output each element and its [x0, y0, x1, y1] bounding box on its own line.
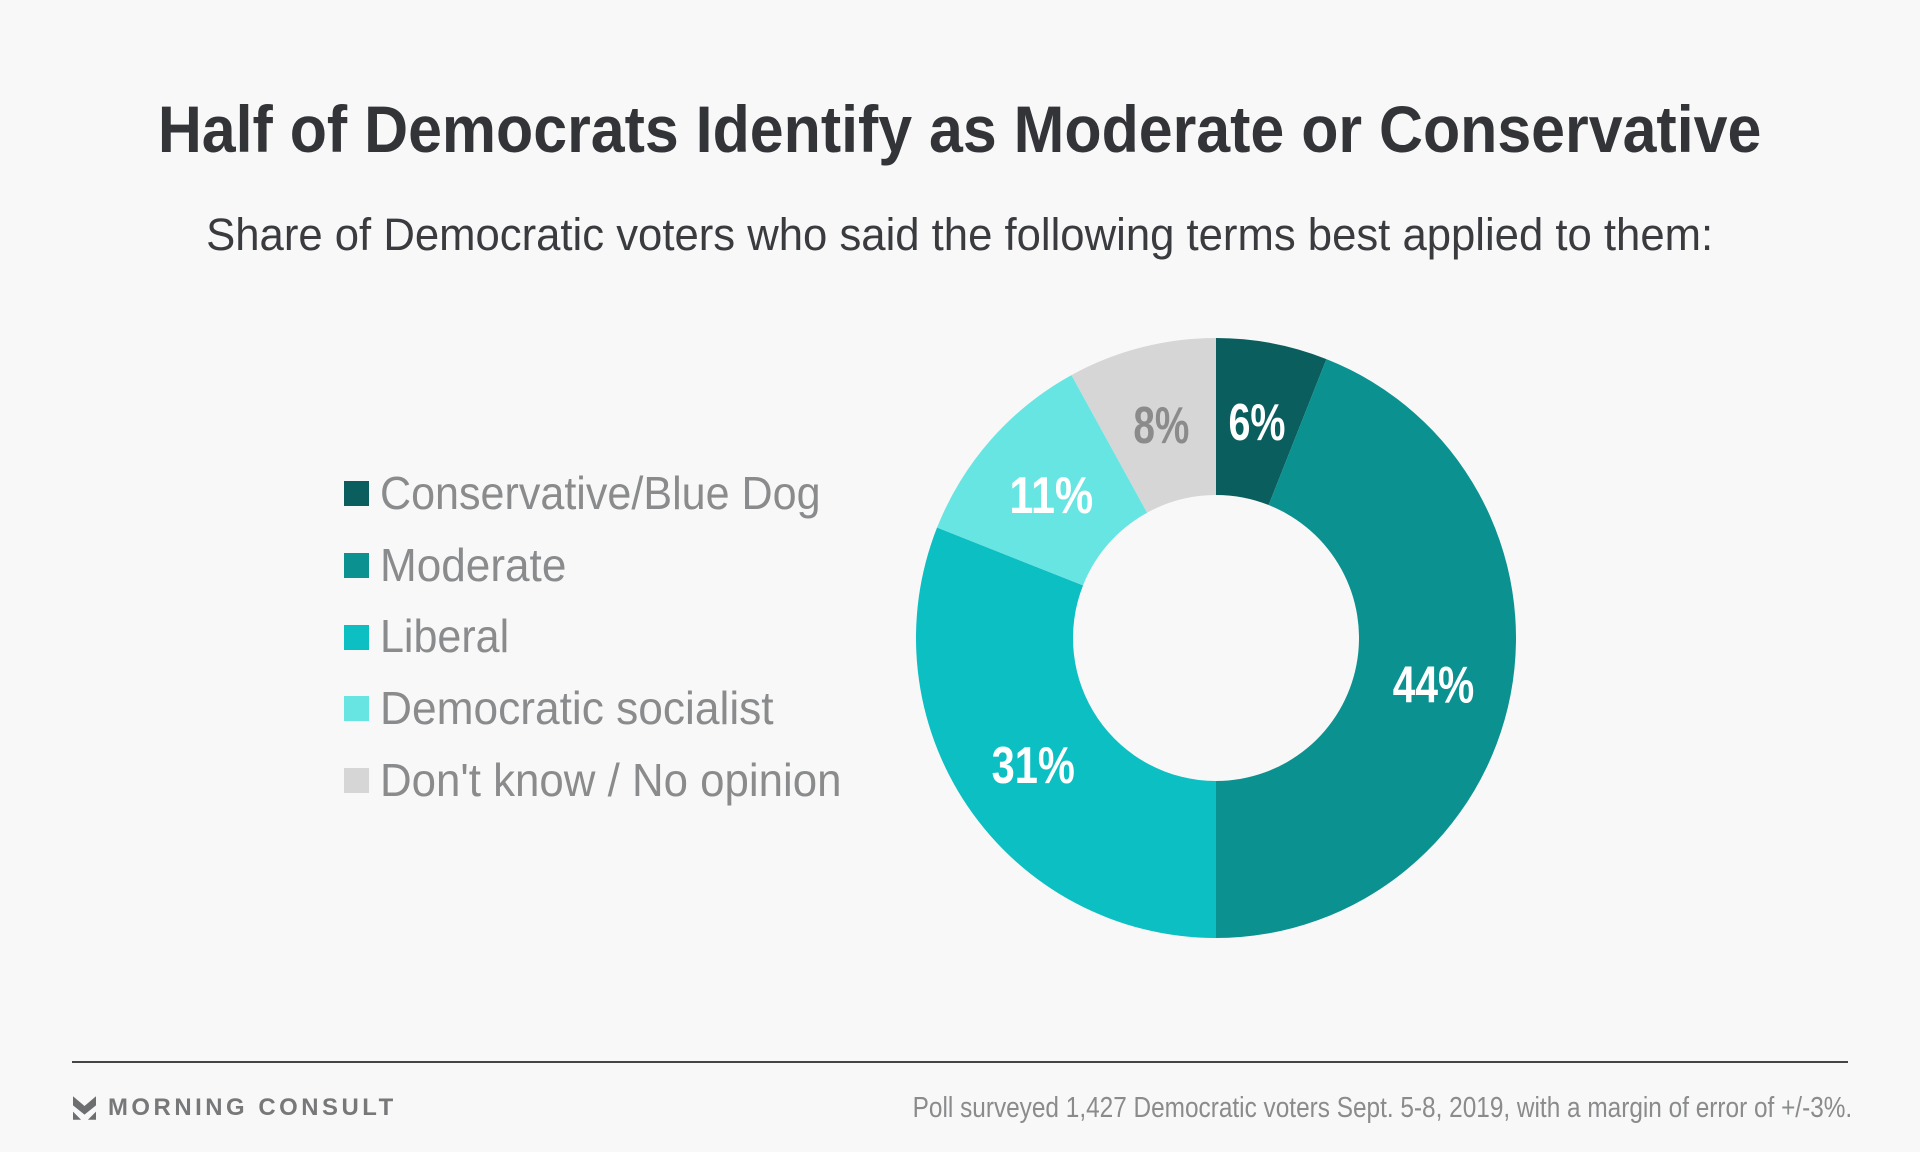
svg-text:6%: 6% [1228, 393, 1285, 451]
svg-text:31%: 31% [992, 737, 1075, 794]
svg-text:11%: 11% [1009, 467, 1093, 524]
svg-text:8%: 8% [1133, 397, 1189, 455]
svg-text:44%: 44% [1393, 656, 1475, 714]
